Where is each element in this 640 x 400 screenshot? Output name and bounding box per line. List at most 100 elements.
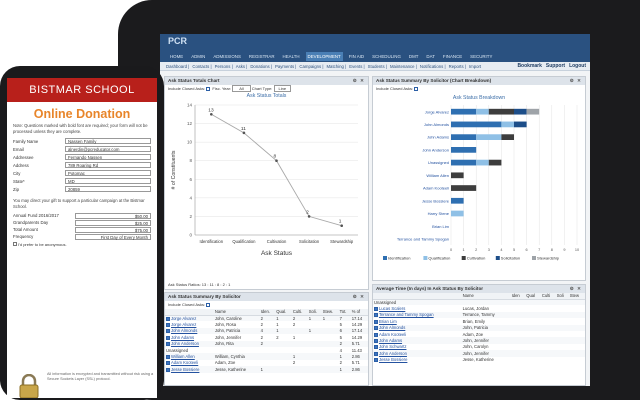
menu-registrar[interactable]: REGISTRAR: [248, 54, 275, 59]
amount-input[interactable]: $75.00: [75, 226, 151, 233]
edit-icon[interactable]: [374, 351, 378, 356]
amount-input[interactable]: $50.00: [75, 212, 151, 219]
column-header[interactable]: Culti: [540, 293, 556, 300]
submenu-import[interactable]: Import: [468, 63, 482, 69]
edit-icon[interactable]: [166, 367, 170, 372]
solicitor-cell[interactable]: John Almonds: [373, 324, 462, 331]
solicitor-link[interactable]: John Schwartz: [379, 344, 407, 350]
menu-security[interactable]: SECURITY: [470, 54, 493, 59]
edit-icon[interactable]: [374, 332, 378, 337]
submenu-campaigns[interactable]: Campaigns |: [299, 63, 324, 69]
solicitor-link[interactable]: Adam Kooteeli: [171, 360, 199, 366]
submenu-contacts[interactable]: Contacts |: [192, 63, 212, 69]
field-input[interactable]: Fernando Nassen: [65, 153, 151, 161]
column-header[interactable]: Name: [461, 293, 511, 300]
solicitor-cell[interactable]: Lucas Scalers: [373, 305, 462, 311]
column-header[interactable]: [165, 309, 214, 316]
edit-icon[interactable]: [166, 329, 170, 334]
solicitor-link[interactable]: Brian Lim: [379, 318, 397, 324]
submenu-reports[interactable]: Reports |: [448, 63, 466, 69]
edit-icon[interactable]: [166, 322, 170, 327]
submenu-students[interactable]: Students |: [367, 63, 387, 69]
submenu-payments[interactable]: Payments |: [275, 63, 297, 69]
submenu-maintenance[interactable]: Maintenance |: [389, 63, 417, 69]
column-header[interactable]: % of: [350, 309, 368, 316]
menu-home[interactable]: HOME: [170, 54, 184, 59]
submenu-asks[interactable]: Asks |: [235, 63, 248, 69]
edit-icon[interactable]: [166, 361, 170, 366]
solicitor-link[interactable]: John Almonds: [379, 325, 406, 331]
menu-finance[interactable]: FINANCE: [442, 54, 463, 59]
chart-type-select[interactable]: Line: [273, 85, 292, 92]
column-header[interactable]: Qual.: [275, 309, 292, 316]
column-header[interactable]: Name: [213, 309, 260, 316]
field-input[interactable]: Potomac: [65, 169, 151, 177]
edit-icon[interactable]: [166, 354, 170, 359]
edit-icon[interactable]: [166, 335, 170, 340]
solicitor-cell[interactable]: Brian Lim: [373, 318, 462, 324]
edit-icon[interactable]: [374, 306, 378, 311]
edit-icon[interactable]: [374, 358, 378, 363]
solicitor-link[interactable]: Adam Kooteeli: [379, 331, 407, 337]
menu-dat[interactable]: DAT: [426, 54, 435, 59]
solicitor-cell[interactable]: Jorge Alvarez: [165, 315, 214, 322]
menu-fin-aid[interactable]: FIN AID: [348, 54, 365, 59]
fisc-year-select[interactable]: All: [232, 85, 251, 92]
column-header[interactable]: [373, 293, 462, 300]
edit-icon[interactable]: [374, 338, 378, 343]
solicitor-cell[interactable]: Jorge Alvarez: [165, 321, 214, 327]
solicitor-cell[interactable]: John Adams: [165, 334, 214, 340]
menu-admin[interactable]: ADMIN: [191, 54, 206, 59]
solicitor-cell[interactable]: John Anderson: [165, 340, 214, 347]
solicitor-link[interactable]: Terrance and Tammy Spogan: [379, 312, 434, 318]
field-input[interactable]: MD: [65, 177, 151, 185]
solicitor-link[interactable]: John Anderson: [379, 350, 407, 356]
solicitor-link[interactable]: Lucas Scalers: [379, 306, 406, 312]
solicitor-cell[interactable]: Adam Kooteeli: [373, 331, 462, 337]
edit-icon[interactable]: [374, 345, 378, 350]
bookmark-link[interactable]: Bookmark: [517, 63, 542, 69]
submenu-matching[interactable]: Matching |: [326, 63, 347, 69]
amount-input[interactable]: First Day of Every Month: [75, 233, 151, 240]
edit-icon[interactable]: [166, 316, 170, 321]
solicitor-cell[interactable]: John Almonds: [165, 327, 214, 335]
solicitor-link[interactable]: John Anderson: [171, 341, 199, 347]
column-header[interactable]: Soli.: [307, 309, 322, 316]
solicitor-cell[interactable]: Jesse Bossiere: [165, 366, 214, 373]
menu-admissions[interactable]: ADMISSIONS: [213, 54, 241, 59]
field-input[interactable]: Nassen Family: [65, 137, 151, 145]
column-header[interactable]: Stew: [568, 293, 585, 300]
solicitor-cell[interactable]: Jesse Bossiere: [373, 357, 462, 363]
panel-controls-icon[interactable]: ⚙ ✕: [352, 78, 365, 83]
amount-input[interactable]: $25.00: [75, 219, 151, 226]
edit-icon[interactable]: [374, 313, 378, 318]
include-closed-checkbox[interactable]: [414, 86, 419, 91]
menu-health[interactable]: HEALTH: [282, 54, 300, 59]
solicitor-cell[interactable]: Terrance and Tammy Spogan: [373, 311, 462, 319]
edit-icon[interactable]: [374, 326, 378, 331]
submenu-persons[interactable]: Persons |: [214, 63, 233, 69]
column-header[interactable]: Stew.: [321, 309, 339, 316]
solicitor-link[interactable]: William Allen: [171, 354, 195, 360]
submenu-notifications[interactable]: Notifications |: [419, 63, 446, 69]
edit-icon[interactable]: [166, 342, 170, 347]
menu-dmt[interactable]: DMT: [408, 54, 419, 59]
solicitor-cell[interactable]: John Schwartz: [373, 344, 462, 350]
column-header[interactable]: Tot.: [338, 309, 351, 316]
panel-controls-icon[interactable]: ⚙ ✕: [569, 78, 582, 83]
field-input[interactable]: 20859: [65, 185, 151, 193]
logout-link[interactable]: Logout: [569, 63, 586, 69]
support-link[interactable]: Support: [545, 63, 566, 69]
solicitor-link[interactable]: John Almonds: [171, 328, 198, 334]
column-header[interactable]: Iden: [510, 293, 526, 300]
column-header[interactable]: Culti.: [291, 309, 308, 316]
menu-scheduling[interactable]: SCHEDULING: [372, 54, 401, 59]
solicitor-cell[interactable]: Adam Kooteeli: [165, 360, 214, 366]
column-header[interactable]: Soli: [555, 293, 569, 300]
submenu-dashboard[interactable]: Dashboard |: [166, 63, 190, 69]
solicitor-cell[interactable]: William Allen: [165, 353, 214, 360]
submenu-events[interactable]: Events |: [349, 63, 365, 69]
solicitor-link[interactable]: Jorge Alvarez: [171, 322, 197, 328]
menu-development[interactable]: DEVELOPMENT: [305, 52, 343, 61]
solicitor-link[interactable]: Jorge Alvarez: [171, 315, 197, 321]
